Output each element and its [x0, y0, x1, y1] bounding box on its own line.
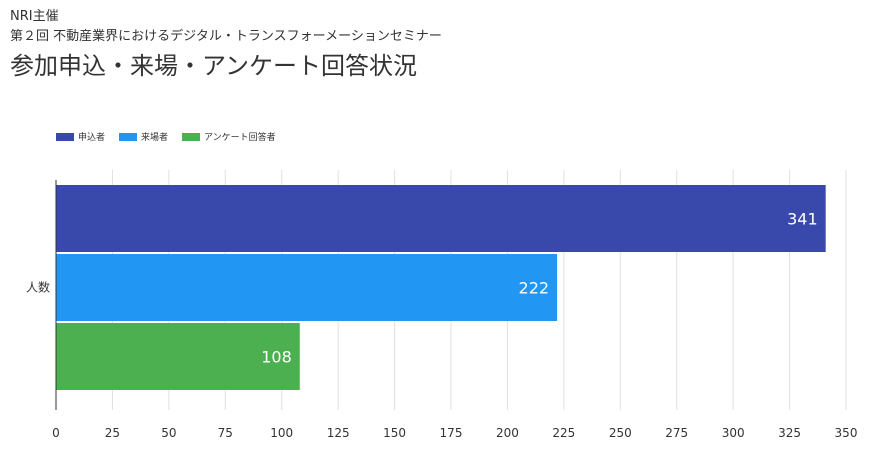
- x-tick-label: 175: [440, 426, 463, 440]
- bar-1: [56, 185, 826, 252]
- x-tick-label: 125: [327, 426, 350, 440]
- legend-swatch: [119, 133, 137, 141]
- legend-label: アンケート回答者: [204, 131, 276, 143]
- x-tick-label: 225: [552, 426, 575, 440]
- x-tick-label: 0: [52, 426, 60, 440]
- x-tick-label: 150: [383, 426, 406, 440]
- x-tick-label: 25: [105, 426, 120, 440]
- bar-3: [56, 323, 300, 390]
- x-tick-label: 325: [778, 426, 801, 440]
- legend-swatch: [56, 133, 74, 141]
- chart-header: NRI主催 第２回 不動産業界におけるデジタル・トランスフォーメーションセミナー…: [10, 8, 442, 82]
- legend: 申込者 来場者 アンケート回答者: [56, 131, 276, 143]
- organizer-label: NRI主催: [10, 9, 59, 24]
- x-tick-label: 250: [609, 426, 632, 440]
- x-tick-label: 300: [722, 426, 745, 440]
- legend-label: 来場者: [141, 131, 168, 143]
- bar-value-label: 341: [787, 210, 818, 229]
- x-tick-label: 75: [218, 426, 233, 440]
- chart-subtitle: 第２回 不動産業界におけるデジタル・トランスフォーメーションセミナー: [10, 29, 442, 44]
- x-tick-label: 275: [665, 426, 688, 440]
- chart-title: 参加申込・来場・アンケート回答状況: [10, 52, 418, 80]
- legend-swatch: [182, 133, 200, 141]
- category-label: 人数: [26, 280, 50, 295]
- bar-2: [56, 254, 558, 321]
- x-axis: 0 25 50 75 100 125 150 175 200 225 250 275 300 325 350…: [26, 180, 857, 440]
- x-tick-label: 350: [835, 426, 858, 440]
- bar-value-label: 222: [519, 279, 550, 298]
- x-tick-label: 100: [270, 426, 293, 440]
- bar-value-label: 108: [261, 348, 292, 367]
- x-tick-label: 50: [161, 426, 176, 440]
- legend-label: 申込者: [78, 131, 105, 143]
- x-tick-label: 200: [496, 426, 519, 440]
- bars: 341 222 108: [56, 185, 826, 390]
